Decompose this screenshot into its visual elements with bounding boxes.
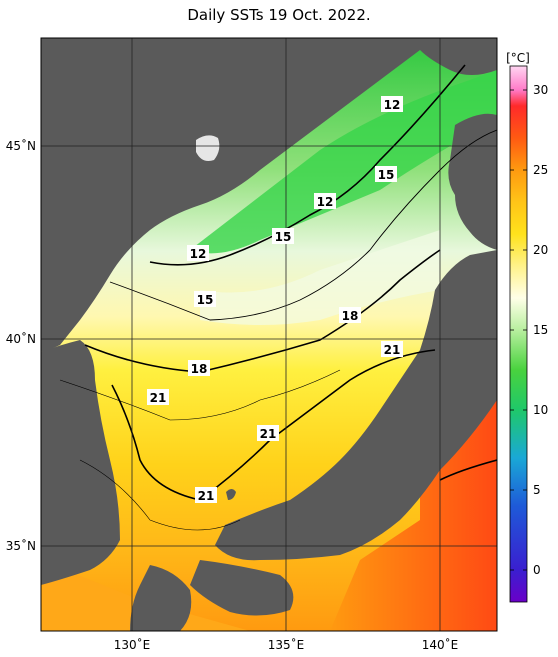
- contour-labels: 12 15 12 15 12 15 18 18 21 21 21 21: [147, 96, 403, 503]
- contour-label: 12: [187, 245, 209, 261]
- svg-text:15: 15: [275, 230, 292, 244]
- svg-text:15: 15: [197, 293, 214, 307]
- contour-21-east: [439, 459, 497, 481]
- svg-text:21: 21: [150, 391, 167, 405]
- colorbar-tick-label: 15: [533, 323, 548, 337]
- svg-text:12: 12: [384, 98, 401, 112]
- cold-water-north: [190, 70, 497, 254]
- svg-text:12: 12: [190, 247, 207, 261]
- oki-islands: [226, 489, 236, 500]
- svg-text:18: 18: [342, 309, 359, 323]
- lat-tick-45: 45˚N: [6, 138, 36, 153]
- colorbar: [°C] 0 5 10 15 20 25 30: [506, 51, 548, 603]
- sado-island: [290, 525, 300, 534]
- contour-18: [84, 249, 441, 373]
- east-china-sea: [41, 560, 250, 631]
- contour-label: 21: [147, 389, 169, 405]
- kyushu: [130, 565, 192, 631]
- svg-text:15: 15: [378, 168, 395, 182]
- svg-text:21: 21: [260, 427, 277, 441]
- hokkaido: [448, 113, 497, 250]
- colorbar-tick-label: 25: [533, 163, 548, 177]
- map-area: [41, 38, 497, 631]
- colorbar-ticks: 0 5 10 15 20 25 30: [510, 83, 548, 577]
- svg-text:21: 21: [198, 489, 215, 503]
- contours: [59, 64, 497, 531]
- map-title: Daily SSTs 19 Oct. 2022.: [187, 6, 371, 24]
- colorbar-tick-label: 30: [533, 83, 548, 97]
- contour-12: [149, 64, 466, 266]
- contour-label: 18: [339, 307, 361, 323]
- sakhalin: [420, 38, 497, 75]
- contour-label: 21: [195, 487, 217, 503]
- contour-label: 21: [381, 341, 403, 357]
- colorbar-scale: [509, 65, 528, 603]
- graticule: [41, 38, 497, 631]
- shikoku: [190, 560, 294, 616]
- colorbar-tick-label: 10: [533, 403, 548, 417]
- lat-tick-40: 40˚N: [6, 331, 36, 346]
- lake-khanka: [196, 135, 220, 161]
- lon-tick-labels: 130˚E 135˚E 140˚E: [114, 637, 459, 652]
- pacific-ocean: [330, 400, 497, 631]
- contour-label: 21: [257, 425, 279, 441]
- map-frame: [40, 37, 498, 632]
- lat-tick-35: 35˚N: [6, 538, 36, 553]
- lon-tick-130: 130˚E: [114, 637, 151, 652]
- contour-22: [79, 459, 241, 531]
- lat-tick-labels: 45˚N 40˚N 35˚N: [6, 138, 36, 553]
- honshu: [215, 250, 497, 561]
- lon-tick-135: 135˚E: [268, 637, 305, 652]
- svg-text:18: 18: [191, 362, 208, 376]
- colorbar-tick-label: 0: [533, 563, 541, 577]
- korean-peninsula: [41, 340, 120, 585]
- contour-label: 18: [188, 360, 210, 376]
- contour-label: 12: [314, 193, 336, 209]
- contour-21: [111, 349, 436, 501]
- contour-label: 15: [194, 291, 216, 307]
- svg-text:12: 12: [317, 195, 334, 209]
- colorbar-unit: [°C]: [506, 51, 530, 65]
- colorbar-tick-label: 20: [533, 243, 548, 257]
- cool-water-central: [200, 230, 440, 325]
- lon-tick-140: 140˚E: [422, 637, 459, 652]
- contour-label: 15: [375, 166, 397, 182]
- asia-mainland: [41, 38, 420, 352]
- contour-19: [59, 369, 341, 421]
- colorbar-tick-label: 5: [533, 483, 541, 497]
- svg-text:21: 21: [384, 343, 401, 357]
- contour-label: 12: [381, 96, 403, 112]
- contour-label: 15: [272, 228, 294, 244]
